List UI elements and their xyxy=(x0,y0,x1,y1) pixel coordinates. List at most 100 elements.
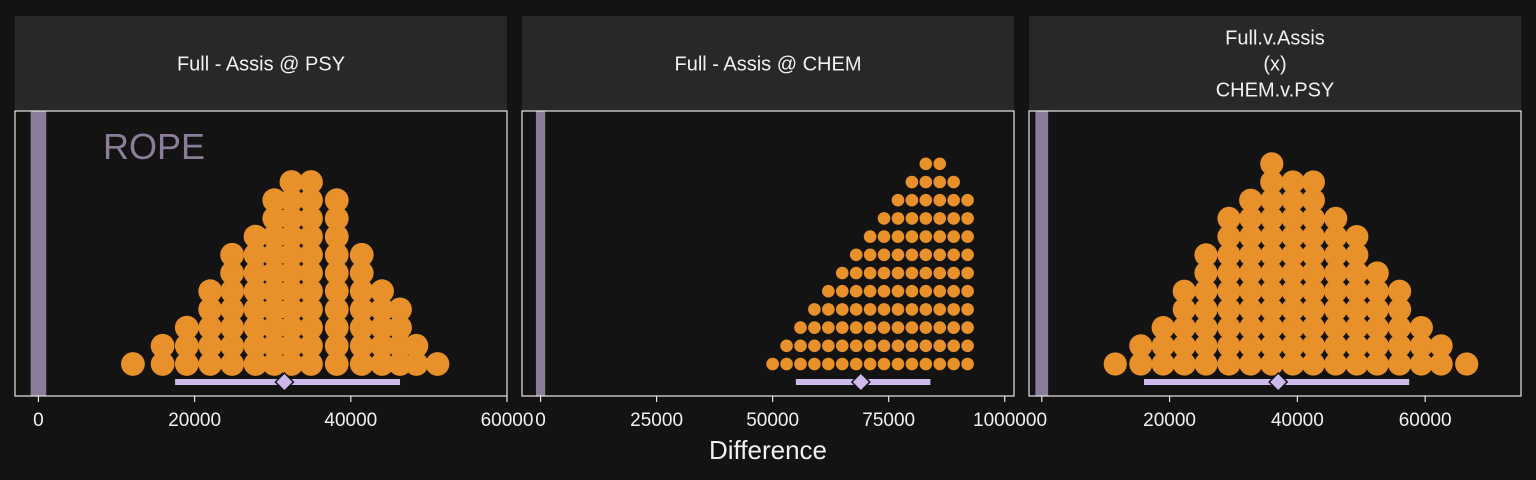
dot xyxy=(1260,188,1284,212)
dot xyxy=(1281,243,1305,267)
dot xyxy=(425,352,450,376)
dot xyxy=(279,242,304,267)
dot xyxy=(404,333,429,358)
panel-border xyxy=(521,110,1015,397)
dot xyxy=(822,357,835,371)
dot xyxy=(1260,297,1284,321)
dot xyxy=(1409,316,1433,340)
dot xyxy=(198,315,223,340)
dot xyxy=(905,230,919,243)
dot xyxy=(905,339,919,353)
dot xyxy=(324,279,349,304)
dot xyxy=(150,333,175,358)
dot xyxy=(822,303,835,316)
panel-title-line: CHEM.v.PSY xyxy=(1216,80,1335,102)
dot xyxy=(279,261,304,285)
dot xyxy=(1194,297,1218,321)
dot xyxy=(835,339,849,353)
dot xyxy=(1365,297,1389,321)
dot xyxy=(835,266,849,280)
dot xyxy=(279,297,304,322)
dot xyxy=(1281,188,1305,212)
dot xyxy=(905,357,919,371)
dot xyxy=(849,321,863,334)
dot xyxy=(1103,352,1127,376)
dot xyxy=(905,303,919,316)
dot xyxy=(1301,334,1325,358)
dot xyxy=(198,279,223,304)
dot xyxy=(1260,206,1284,230)
dot xyxy=(905,321,919,334)
dot xyxy=(822,339,835,353)
dot xyxy=(863,357,877,371)
dot xyxy=(1301,352,1325,376)
dot xyxy=(877,248,891,262)
dot xyxy=(243,242,268,267)
dot xyxy=(919,248,933,262)
dot xyxy=(919,321,933,334)
dot xyxy=(947,175,960,189)
dot xyxy=(919,266,933,280)
dot xyxy=(1281,352,1305,376)
dot xyxy=(794,357,807,371)
dot xyxy=(279,188,304,213)
dot xyxy=(262,206,287,231)
dot xyxy=(780,339,793,353)
dot xyxy=(324,261,349,285)
dot xyxy=(1194,352,1218,376)
dot xyxy=(835,284,849,298)
dot xyxy=(1172,297,1196,321)
dot xyxy=(1194,316,1218,340)
dot xyxy=(835,357,849,371)
dot xyxy=(905,212,919,225)
dot xyxy=(835,321,849,334)
dot xyxy=(1217,334,1241,358)
dot xyxy=(891,321,905,334)
dot xyxy=(1217,261,1241,285)
dot xyxy=(1239,352,1263,376)
x-tick-label: 25000 xyxy=(630,410,683,431)
dot xyxy=(1260,243,1284,267)
dot xyxy=(919,193,933,207)
rope-band xyxy=(1035,111,1049,396)
dot xyxy=(1281,170,1305,194)
dot xyxy=(947,212,960,225)
dot xyxy=(1217,225,1241,249)
dot xyxy=(877,284,891,298)
dot xyxy=(1388,352,1412,376)
dot xyxy=(174,352,199,376)
dot xyxy=(919,284,933,298)
dot xyxy=(891,284,905,298)
dot xyxy=(961,266,974,280)
dot xyxy=(1388,297,1412,321)
dot xyxy=(279,352,304,376)
dot xyxy=(1129,334,1153,358)
dot xyxy=(877,230,891,243)
dot xyxy=(1324,261,1348,285)
panel-strip xyxy=(1029,16,1521,111)
dot xyxy=(299,188,323,213)
dot xyxy=(220,242,245,267)
dot xyxy=(1151,316,1175,340)
panel-background xyxy=(522,111,1014,396)
dot xyxy=(1324,279,1348,303)
dot xyxy=(961,339,974,353)
dot xyxy=(919,303,933,316)
dot xyxy=(349,261,374,285)
dot xyxy=(1239,316,1263,340)
dot xyxy=(1281,261,1305,285)
dot xyxy=(262,261,287,285)
dot xyxy=(404,352,429,376)
dot xyxy=(808,357,821,371)
dot xyxy=(279,333,304,358)
dot xyxy=(877,303,891,316)
dot xyxy=(822,321,835,334)
dot xyxy=(299,224,323,249)
panel-border xyxy=(1028,110,1522,397)
dot xyxy=(961,212,974,225)
dot xyxy=(1388,334,1412,358)
dot xyxy=(1260,170,1284,194)
dot xyxy=(947,339,960,353)
dot xyxy=(891,303,905,316)
dot xyxy=(220,261,245,285)
